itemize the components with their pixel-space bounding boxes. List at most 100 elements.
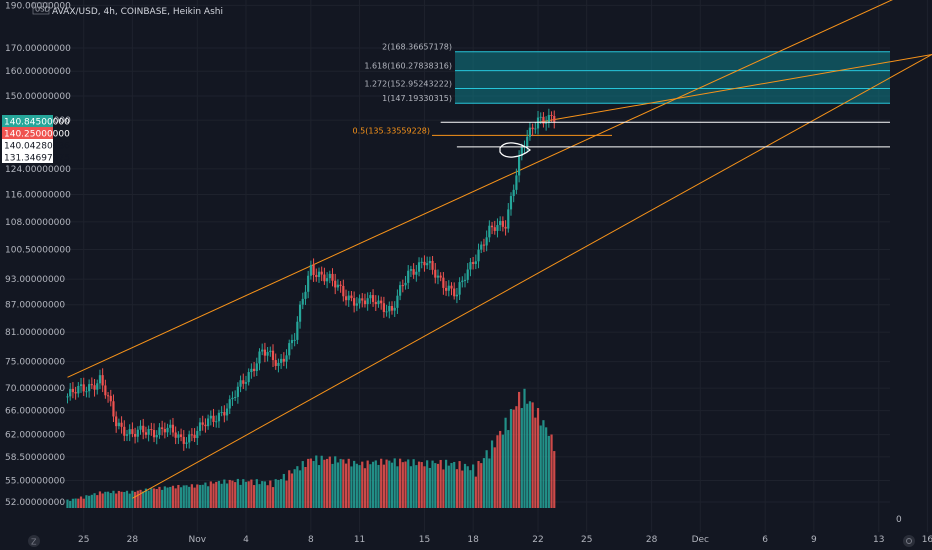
- currency-badge-label: USD: [35, 6, 50, 14]
- volume-bar: [134, 491, 137, 508]
- candle-body: [190, 434, 193, 436]
- volume-bar: [504, 417, 507, 508]
- volume-bar: [271, 487, 275, 508]
- candle-body: [385, 311, 388, 313]
- candle-body: [212, 415, 215, 422]
- candle-body: [225, 408, 229, 416]
- candle-body: [136, 429, 139, 437]
- candle-body: [493, 227, 496, 231]
- candle-body: [139, 425, 142, 430]
- candle-body: [71, 388, 75, 393]
- candle-body: [342, 285, 345, 297]
- volume-bar: [242, 479, 245, 508]
- candle-body: [234, 396, 237, 398]
- candle-body: [296, 321, 299, 340]
- volume-bar: [374, 460, 377, 508]
- currency-badge[interactable]: [32, 2, 50, 15]
- volume-bar: [77, 498, 80, 508]
- fib-extension[interactable]: 2(168.36657178) 1.618(160.27838316) 1.272(…: [353, 43, 891, 136]
- candle-body: [528, 127, 532, 137]
- price-label-bg: [2, 127, 53, 139]
- volume-bar: [85, 495, 88, 508]
- volume-bar: [371, 461, 375, 508]
- volume-bar: [450, 463, 453, 508]
- candle-body: [412, 269, 415, 275]
- volume-bar: [66, 499, 69, 508]
- volume-bar: [499, 430, 502, 508]
- volume-bar: [179, 487, 183, 508]
- candle-body: [77, 385, 80, 394]
- volume-bar: [158, 486, 161, 508]
- time-axis[interactable]: 25 28 Nov 4 8 11 15 18 22 25 28 Dec 6 9 13 16: [78, 535, 932, 545]
- z-icon[interactable]: Z: [28, 535, 40, 547]
- candle-body: [117, 422, 120, 427]
- volume-bar: [534, 417, 537, 508]
- time-tick-label: 28: [646, 535, 658, 545]
- candle-body: [450, 285, 453, 289]
- candle-body: [152, 430, 156, 438]
- candles[interactable]: [66, 108, 556, 451]
- candle-body: [509, 196, 513, 210]
- parallel-channel[interactable]: [67, 0, 932, 499]
- price-tick-label: 150.00000000: [5, 92, 71, 102]
- candle-body: [204, 424, 207, 427]
- candle-body: [455, 294, 458, 297]
- volume-bar: [163, 486, 166, 508]
- candle-body: [444, 287, 448, 291]
- volume-bar: [317, 465, 321, 508]
- candle-body: [201, 422, 204, 425]
- price-tick-label: 66.00000000: [5, 407, 65, 417]
- candle-body: [271, 350, 275, 361]
- volume-bar: [212, 483, 215, 508]
- volume-bar: [490, 440, 494, 508]
- candle-body: [431, 260, 434, 270]
- candle-body: [355, 303, 358, 306]
- candle-body: [344, 296, 348, 301]
- volume-bar: [147, 490, 150, 508]
- candle-body: [512, 189, 515, 197]
- candle-body: [280, 358, 283, 363]
- gear-icon[interactable]: [903, 535, 915, 547]
- volume-bar: [342, 459, 345, 508]
- price-axis[interactable]: 190.00000000 170.00000000 160.00000000 150.…: [2, 1, 71, 508]
- volume-bar: [155, 488, 158, 508]
- candle-body: [123, 426, 126, 436]
- horizontal-lines[interactable]: [440, 121, 890, 158]
- volume-bar: [509, 409, 513, 508]
- price-label: 131.34697375: [4, 154, 70, 164]
- candle-body: [142, 425, 145, 433]
- volume-bar: [128, 493, 131, 508]
- volume-bar: [258, 484, 261, 508]
- candle-body: [179, 434, 183, 437]
- candle-body: [515, 175, 518, 190]
- drawn-marker: [499, 142, 531, 158]
- fib-level-label: 1.272(152.95243222): [364, 80, 452, 89]
- candle-body: [517, 156, 521, 176]
- volume-bar: [401, 462, 404, 508]
- candle-body: [542, 116, 545, 124]
- volume-bar: [171, 485, 175, 508]
- price-tick-label: 100.50000000: [5, 245, 71, 255]
- volume-bar: [166, 487, 169, 508]
- candle-body: [347, 295, 350, 301]
- candle-body: [428, 260, 431, 264]
- candle-body: [166, 427, 169, 433]
- volume-bar: [290, 473, 294, 508]
- volume-bar: [366, 460, 369, 508]
- volume-bar: [236, 478, 239, 508]
- volume-bar: [239, 484, 242, 508]
- candle-body: [407, 270, 410, 283]
- volume-bar: [355, 463, 358, 508]
- candle-body: [239, 380, 242, 387]
- volume-bar: [431, 460, 434, 508]
- volume-bar: [458, 461, 461, 508]
- candle-body: [350, 295, 353, 299]
- volume-bar: [79, 496, 83, 508]
- candle-body: [96, 383, 99, 390]
- volume-bar: [350, 466, 353, 508]
- candle-body: [399, 285, 402, 296]
- volume-bar: [304, 466, 307, 508]
- volume-bar: [369, 464, 372, 508]
- candle-body: [436, 275, 440, 278]
